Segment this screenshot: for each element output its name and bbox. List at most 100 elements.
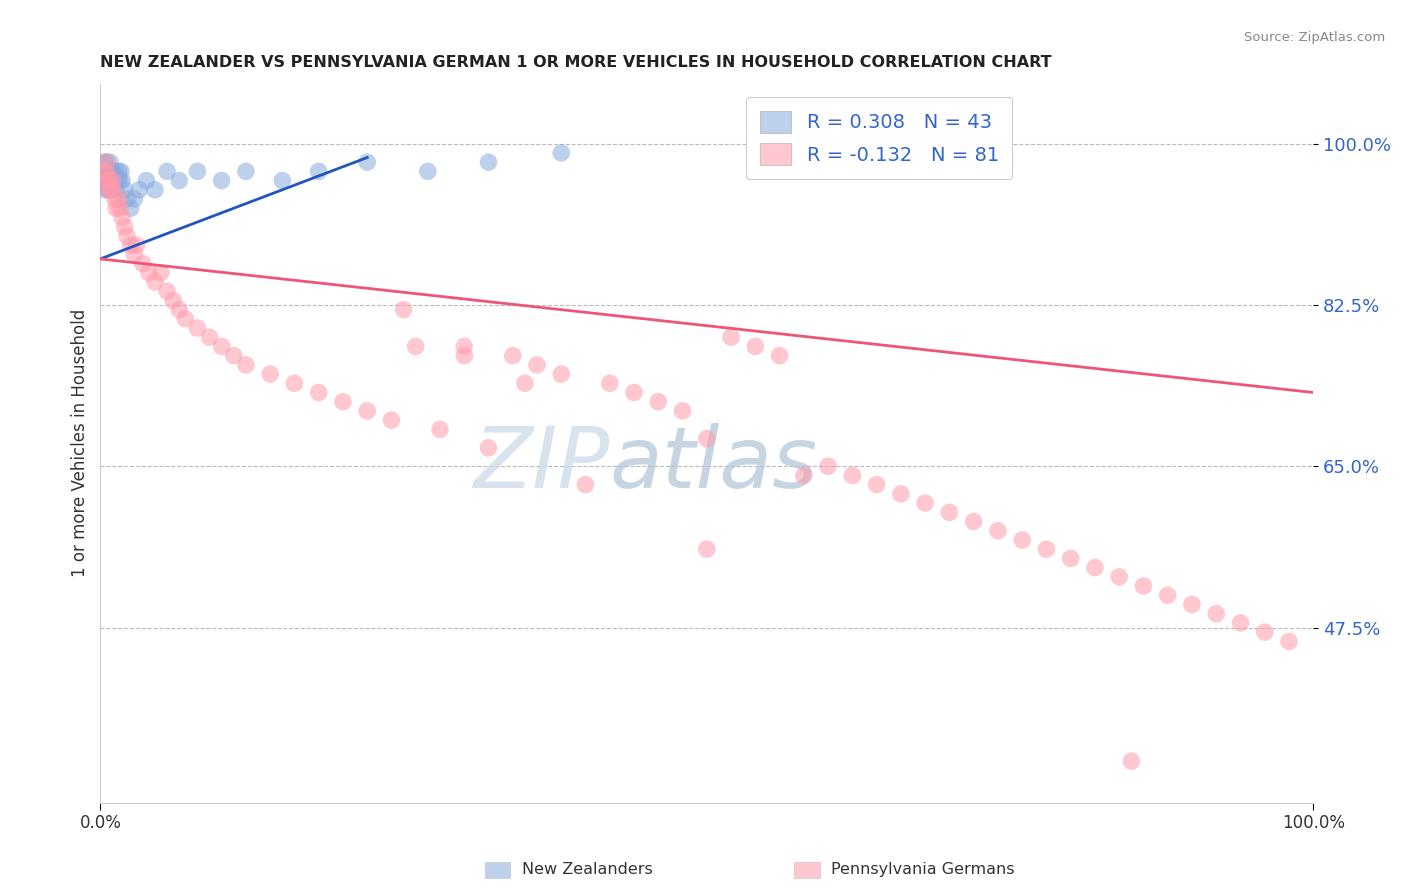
Point — [817, 459, 839, 474]
Point — [135, 173, 157, 187]
Point — [198, 330, 221, 344]
Point — [526, 358, 548, 372]
Point — [104, 164, 127, 178]
Point — [574, 477, 596, 491]
Point — [1278, 634, 1301, 648]
Point — [167, 302, 190, 317]
Point — [100, 183, 122, 197]
Point — [1181, 598, 1204, 612]
Point — [97, 173, 120, 187]
Point — [550, 145, 572, 160]
Point — [111, 173, 134, 187]
Point — [110, 164, 132, 178]
Point — [97, 173, 120, 187]
Point — [502, 349, 524, 363]
Point — [105, 173, 128, 187]
Point — [405, 339, 427, 353]
Point — [97, 183, 120, 197]
Point — [97, 183, 120, 197]
Point — [477, 441, 499, 455]
Point — [987, 524, 1010, 538]
Point — [392, 302, 415, 317]
Point — [93, 173, 115, 187]
Point — [107, 164, 129, 178]
Point — [1157, 588, 1180, 602]
Point — [356, 404, 378, 418]
Point — [429, 422, 451, 436]
Legend: R = 0.308   N = 43, R = -0.132   N = 81: R = 0.308 N = 43, R = -0.132 N = 81 — [747, 97, 1012, 179]
Point — [156, 284, 179, 298]
Point — [93, 155, 115, 169]
Point — [138, 266, 160, 280]
Point — [963, 515, 986, 529]
Point — [186, 321, 208, 335]
Point — [100, 173, 122, 187]
Point — [132, 256, 155, 270]
Point — [108, 201, 131, 215]
Point — [96, 173, 118, 187]
Point — [356, 155, 378, 169]
Point — [115, 192, 138, 206]
Point — [167, 173, 190, 187]
Point — [98, 164, 121, 178]
Point — [235, 164, 257, 178]
Point — [96, 155, 118, 169]
Point — [1254, 625, 1277, 640]
Point — [143, 183, 166, 197]
Point — [101, 173, 124, 187]
Point — [211, 173, 233, 187]
Point — [124, 247, 146, 261]
Point — [1205, 607, 1227, 621]
Point — [156, 164, 179, 178]
Point — [120, 238, 142, 252]
Point — [332, 394, 354, 409]
Point — [914, 496, 936, 510]
Point — [453, 349, 475, 363]
Point — [186, 164, 208, 178]
Point — [696, 542, 718, 557]
Point — [744, 339, 766, 353]
Point — [477, 155, 499, 169]
Text: Source: ZipAtlas.com: Source: ZipAtlas.com — [1244, 31, 1385, 45]
Point — [416, 164, 439, 178]
Point — [100, 164, 122, 178]
Point — [1035, 542, 1057, 557]
Text: atlas: atlas — [610, 424, 818, 507]
Point — [143, 275, 166, 289]
Point — [162, 293, 184, 308]
Point — [105, 201, 128, 215]
Point — [125, 238, 148, 252]
Point — [793, 468, 815, 483]
Point — [128, 183, 150, 197]
Point — [98, 155, 121, 169]
Text: ZIP: ZIP — [474, 424, 610, 507]
Point — [93, 164, 115, 178]
Point — [623, 385, 645, 400]
Text: New Zealanders: New Zealanders — [522, 863, 652, 877]
Point — [1011, 533, 1033, 547]
Point — [101, 164, 124, 178]
Point — [96, 155, 118, 169]
Point — [105, 183, 128, 197]
Point — [550, 367, 572, 381]
Point — [671, 404, 693, 418]
Point — [696, 432, 718, 446]
Y-axis label: 1 or more Vehicles in Household: 1 or more Vehicles in Household — [72, 309, 89, 577]
Point — [94, 183, 117, 197]
Point — [308, 385, 330, 400]
Point — [150, 266, 173, 280]
Point — [768, 349, 790, 363]
Point — [380, 413, 402, 427]
Point — [259, 367, 281, 381]
Point — [108, 173, 131, 187]
Point — [98, 173, 121, 187]
Point — [1229, 615, 1251, 630]
Point — [647, 394, 669, 409]
Point — [453, 339, 475, 353]
Point — [103, 173, 125, 187]
Point — [97, 173, 120, 187]
Point — [308, 164, 330, 178]
Point — [890, 487, 912, 501]
Point — [1108, 570, 1130, 584]
Point — [96, 164, 118, 178]
